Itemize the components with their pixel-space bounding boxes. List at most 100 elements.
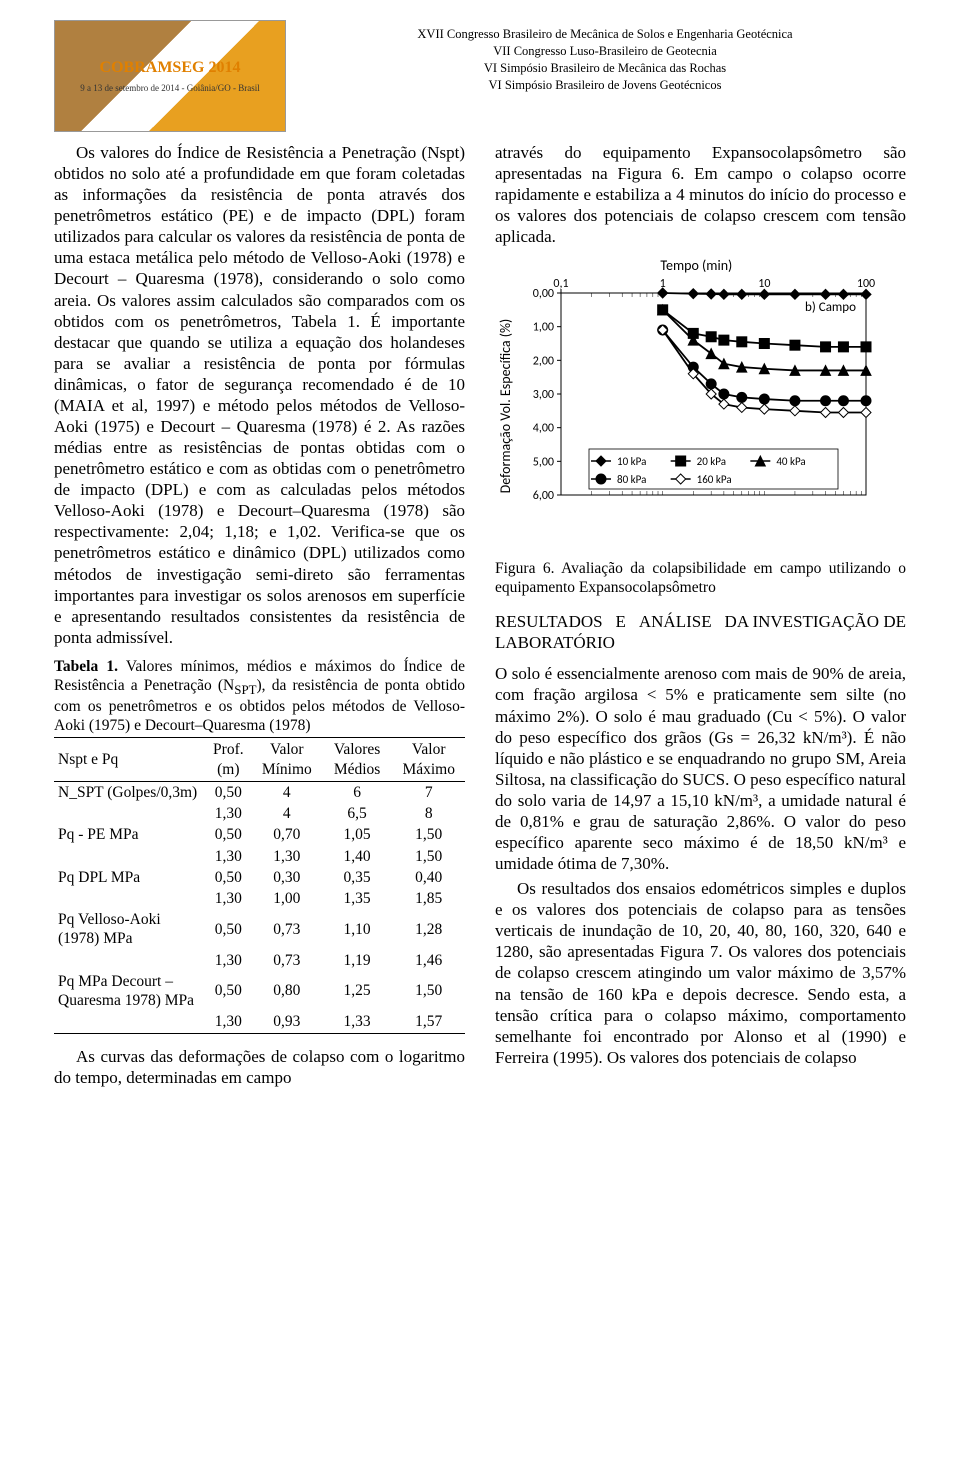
table-cell: 1,50: [392, 971, 465, 1011]
svg-text:160 kPa: 160 kPa: [697, 473, 732, 486]
svg-text:1,00: 1,00: [533, 320, 554, 334]
logo-title: COBRAMSEG 2014: [100, 59, 241, 77]
table-cell: 0,80: [252, 971, 322, 1011]
table-cell: 1,30: [205, 888, 252, 909]
table-cell: 0,50: [205, 867, 252, 888]
table-cell: 1,30: [205, 950, 252, 971]
table-cell: 0,70: [252, 824, 322, 845]
table-cell: 6,5: [322, 803, 393, 824]
header-line: XVII Congresso Brasileiro de Mecânica de…: [304, 26, 906, 43]
table-cell: [54, 846, 205, 867]
table-cell: 1,46: [392, 950, 465, 971]
svg-text:20 kPa: 20 kPa: [697, 455, 726, 468]
svg-text:3,00: 3,00: [533, 388, 554, 402]
table-cell: 6: [322, 781, 393, 803]
table-row: 1,301,301,401,50: [54, 846, 465, 867]
table-cell: 0,35: [322, 867, 393, 888]
svg-text:6,00: 6,00: [533, 489, 554, 503]
table-row: 1,300,731,191,46: [54, 950, 465, 971]
header-line: VI Simpósio Brasileiro de Jovens Geotécn…: [304, 77, 906, 94]
figure-caption: Figura 6. Avaliação da colapsibilidade e…: [495, 559, 906, 597]
table-cell: 1,40: [322, 846, 393, 867]
table-cell: 1,35: [322, 888, 393, 909]
table-row: 1,3046,58: [54, 803, 465, 824]
table-cell: 7: [392, 781, 465, 803]
table-cell: [54, 803, 205, 824]
table-header: Valor Mínimo: [252, 738, 322, 781]
section-heading: RESULTADOS E ANÁLISE DA INVESTIGAÇÃO DE …: [495, 611, 906, 653]
table-cell: N_SPT (Golpes/0,3m): [54, 781, 205, 803]
table-cell: Pq MPa Decourt – Quaresma 1978) MPa: [54, 971, 205, 1011]
table-header: Valor Máximo: [392, 738, 465, 781]
header-line: VI Simpósio Brasileiro de Mecânica das R…: [304, 60, 906, 77]
table-cell: 0,50: [205, 909, 252, 949]
table-row: Pq DPL MPa0,500,300,350,40: [54, 867, 465, 888]
table-cell: 1,05: [322, 824, 393, 845]
table-cell: 1,33: [322, 1011, 393, 1033]
table-cell: 0,40: [392, 867, 465, 888]
conference-logo: COBRAMSEG 2014 9 a 13 de setembro de 201…: [54, 20, 286, 132]
table-cell: 0,50: [205, 824, 252, 845]
svg-text:0,00: 0,00: [533, 287, 554, 301]
table-header: Prof. (m): [205, 738, 252, 781]
svg-text:80 kPa: 80 kPa: [617, 473, 646, 486]
chart-svg: 0,11101000,001,002,003,004,005,006,00b) …: [516, 275, 876, 555]
body-paragraph: As curvas das deformações de colapso com…: [54, 1046, 465, 1088]
page-header: COBRAMSEG 2014 9 a 13 de setembro de 201…: [54, 20, 906, 132]
body-paragraph: através do equipamento Expansocolapsômet…: [495, 142, 906, 247]
svg-text:10 kPa: 10 kPa: [617, 455, 646, 468]
table-cell: 1,50: [392, 846, 465, 867]
table-cell: 1,30: [205, 846, 252, 867]
table-cell: 1,30: [205, 1011, 252, 1033]
table-header-row: Nspt e Pq Prof. (m) Valor Mínimo Valores…: [54, 738, 465, 781]
table-header: Valores Médios: [322, 738, 393, 781]
table-caption: Tabela 1. Valores mínimos, médios e máxi…: [54, 658, 465, 736]
svg-text:2,00: 2,00: [533, 354, 554, 368]
table-cell: Pq DPL MPa: [54, 867, 205, 888]
logo-subtitle: 9 a 13 de setembro de 2014 - Goiânia/GO …: [80, 83, 259, 93]
body-paragraph: Os resultados dos ensaios edométricos si…: [495, 878, 906, 1068]
table-cell: 1,28: [392, 909, 465, 949]
chart-y-axis-label: Deformação Vol. Específica (%): [495, 257, 516, 554]
table-cell: 4: [252, 781, 322, 803]
svg-text:40 kPa: 40 kPa: [777, 455, 806, 468]
svg-text:0,1: 0,1: [554, 277, 569, 291]
table-cell: 1,10: [322, 909, 393, 949]
body-paragraph: Os valores do Índice de Resistência a Pe…: [54, 142, 465, 648]
table-cell: 0,73: [252, 950, 322, 971]
right-column: através do equipamento Expansocolapsômet…: [495, 142, 906, 1092]
table-row: Pq MPa Decourt – Quaresma 1978) MPa0,500…: [54, 971, 465, 1011]
table-row: Pq Velloso-Aoki (1978) MPa0,500,731,101,…: [54, 909, 465, 949]
header-line: VII Congresso Luso-Brasileiro de Geotecn…: [304, 43, 906, 60]
table-cell: [54, 950, 205, 971]
chart-x-axis-title: Tempo (min): [516, 257, 876, 274]
table-row: N_SPT (Golpes/0,3m)0,50467: [54, 781, 465, 803]
table-cell: 1,57: [392, 1011, 465, 1033]
table-cell: Pq Velloso-Aoki (1978) MPa: [54, 909, 205, 949]
svg-text:b) Campo: b) Campo: [805, 300, 856, 315]
table-1: Nspt e Pq Prof. (m) Valor Mínimo Valores…: [54, 737, 465, 1033]
table-cell: 1,30: [205, 803, 252, 824]
table-cell: 1,00: [252, 888, 322, 909]
header-lines: XVII Congresso Brasileiro de Mecânica de…: [304, 20, 906, 94]
left-column: Os valores do Índice de Resistência a Pe…: [54, 142, 465, 1092]
svg-text:5,00: 5,00: [533, 455, 554, 469]
table-row: Pq - PE MPa0,500,701,051,50: [54, 824, 465, 845]
table-cell: [54, 1011, 205, 1033]
table-cell: 1,25: [322, 971, 393, 1011]
table-cell: Pq - PE MPa: [54, 824, 205, 845]
table-cell: 0,50: [205, 781, 252, 803]
figure-6: Deformação Vol. Específica (%) Tempo (mi…: [495, 257, 906, 554]
table-cell: [54, 888, 205, 909]
chart-plot-area: 0,11101000,001,002,003,004,005,006,00b) …: [516, 275, 876, 555]
table-row: 1,300,931,331,57: [54, 1011, 465, 1033]
table-cell: 0,73: [252, 909, 322, 949]
table-cell: 1,85: [392, 888, 465, 909]
table-cell: 0,30: [252, 867, 322, 888]
table-header: Nspt e Pq: [54, 738, 205, 781]
table-row: 1,301,001,351,85: [54, 888, 465, 909]
table-cell: 1,30: [252, 846, 322, 867]
table-cell: 0,93: [252, 1011, 322, 1033]
table-cell: 4: [252, 803, 322, 824]
table-cell: 0,50: [205, 971, 252, 1011]
